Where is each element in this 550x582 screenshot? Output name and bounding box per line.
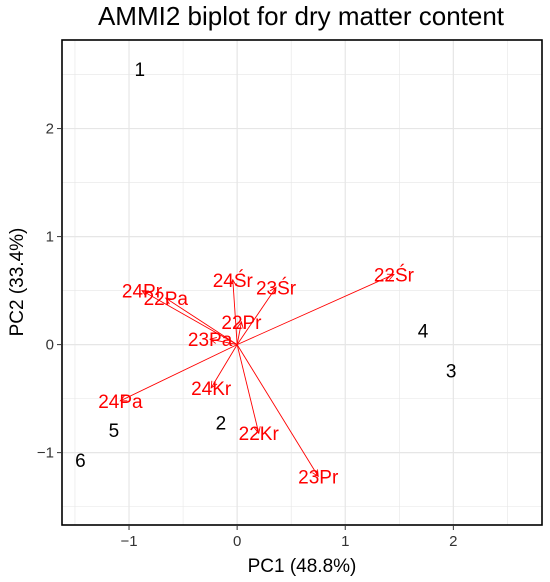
arrow-head [236,320,244,329]
environment-vector [236,273,395,346]
x-axis-label: PC1 (48.8%) [248,556,357,577]
environment-vector [120,344,238,402]
environment-vector [236,344,260,434]
y-axis-label: PC2 (33.4%) [7,228,28,337]
chart-title: AMMI2 biplot for dry matter content [98,1,505,31]
arrow-head [253,426,261,435]
x-tick-label: 1 [341,533,349,550]
y-tick-label: 1 [46,229,54,246]
environment-label: 23Pr [298,467,339,488]
environment-label: 22Śr [374,264,415,286]
y-tick-label: −1 [37,445,54,462]
environment-label: 23Pa [188,330,233,351]
y-tick-label: 0 [46,337,54,354]
arrow-head [209,337,217,344]
environment-vector [236,287,277,345]
environment-label: 22Pa [144,289,189,310]
environment-label: 24Kr [191,379,232,400]
arrow-head [164,297,173,305]
grid [62,40,542,525]
arrow-head [210,380,218,389]
genotype-label: 4 [418,322,429,343]
genotype-label: 6 [75,451,86,472]
arrow-head [269,286,277,295]
axis-ticks: −1 0 1 2 −1 0 1 2 [37,121,458,550]
environment-vectors [119,273,395,478]
arrow-head [386,273,395,281]
arrow-head [141,290,150,297]
arrow-head [312,469,319,478]
environment-vector [232,279,238,345]
environment-vector [210,344,238,389]
environment-label: 22Kr [239,424,280,445]
genotype-label: 2 [216,413,227,434]
x-tick-label: 0 [233,533,241,550]
environment-label: 23Śr [256,277,297,299]
x-tick-label: 2 [449,533,457,550]
genotype-label: 1 [135,60,146,81]
environment-vector [141,290,238,346]
environment-label: 24Pa [98,392,143,413]
genotype-label: 3 [446,362,457,383]
genotype-label: 5 [109,421,120,442]
x-tick-label: −1 [120,533,137,550]
arrow-head [119,395,128,402]
environment-vector [165,297,238,345]
environment-vector [236,321,242,345]
arrow-head [229,278,237,287]
environment-label: 22Pr [221,313,262,334]
environment-label: 24Pr [122,282,163,303]
environment-vector [210,338,238,346]
environment-vector [236,344,319,477]
environment-label: 24Śr [213,270,254,292]
y-tick-label: 2 [46,121,54,138]
plot-panel-border [61,39,543,526]
